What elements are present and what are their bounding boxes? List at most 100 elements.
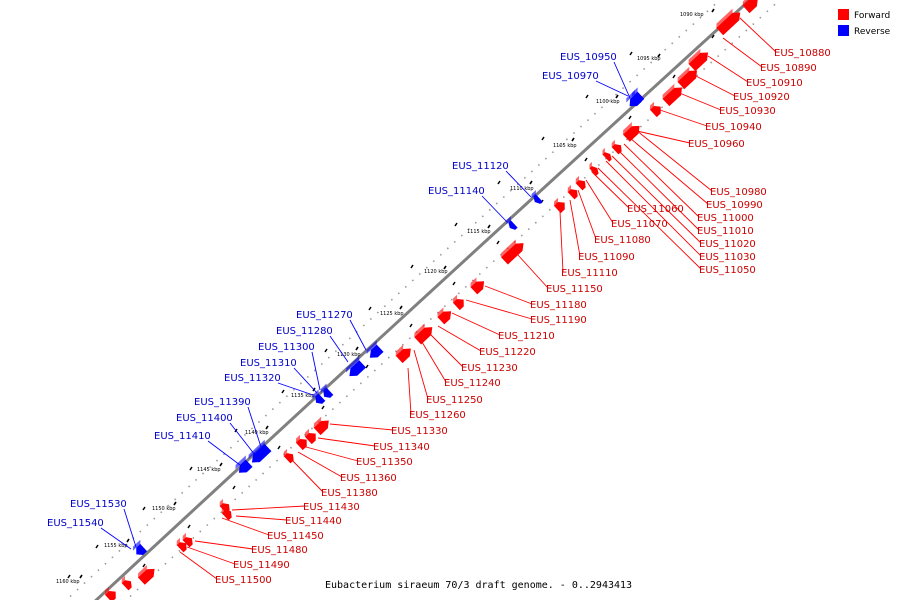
forward-gene [567,184,578,200]
forward-leader [597,167,702,270]
reverse-gene [366,340,384,358]
gene-top-face [742,0,751,6]
gene-top-face [649,101,655,110]
feature-tick [189,466,193,471]
forward-leader [611,155,702,244]
tick-mark [615,94,619,99]
gene-top-face [320,383,327,394]
forward-leader [407,367,412,415]
forward-leader [465,299,533,320]
feature-tick [497,180,501,185]
forward-gene [138,565,155,585]
gene-body [176,542,187,553]
gene-body [104,591,116,600]
backbone-line [94,0,753,600]
genome-caption: Eubacterium siraeum 70/3 draft genome. -… [325,580,632,591]
reverse-gene-label: EUS_11530 [70,499,127,510]
forward-leader [722,37,763,68]
forward-leader [317,437,376,447]
gene-body [414,327,433,345]
gene-body [501,243,524,265]
gene-body [323,387,334,398]
forward-gene [470,277,485,295]
forward-gene [437,307,452,325]
reverse-leader [123,508,137,548]
tick-mark [355,346,359,351]
forward-gene [575,175,586,191]
forward-gene-label: EUS_11450 [267,531,324,542]
feature-tick [711,34,715,39]
feature-tick [410,264,414,269]
forward-gene-label: EUS_11220 [479,347,536,358]
forward-gene-label: EUS_11000 [697,213,754,224]
reverse-gene-label: EUS_10950 [560,52,617,63]
feature-tick [187,524,191,529]
feature-tick [324,348,328,353]
tick-mark [79,574,83,579]
forward-leader [517,254,549,289]
feature-tick [67,574,71,579]
forward-leader [329,423,394,431]
leader-lines [100,17,777,580]
forward-gene-label: EUS_11050 [699,265,756,276]
reverse-leader [100,527,132,550]
gene-body [182,537,193,548]
tick-label: 1105 kbp [553,143,577,149]
tick-mark [126,538,130,543]
reverse-leader [481,195,508,223]
reverse-leader [207,440,241,466]
forward-leader [636,130,691,144]
forward-gene-label: EUS_11330 [391,426,448,437]
forward-gene [662,83,683,107]
tick-mark [399,305,403,310]
gene-body [349,360,366,377]
forward-gene [611,139,622,155]
forward-gene [623,122,640,142]
forward-gene [121,575,132,591]
forward-gene-label: EUS_11490 [233,560,290,571]
tick-label: 1110 kbp [510,186,534,192]
feature-tick [321,405,325,410]
tick-mark [657,53,661,58]
gene-top-face [506,216,511,225]
gene-top-face [121,575,126,584]
forward-leader [231,505,306,511]
forward-gene-label: EUS_11360 [340,473,397,484]
gene-top-face [575,175,580,184]
reverse-gene-label: EUS_11410 [154,431,211,442]
reverse-leader [247,406,263,451]
forward-gene-label: EUS_10910 [746,78,803,89]
forward-gene-label: EUS_11340 [373,442,430,453]
gene-body [315,393,326,404]
tick-label: 1150 kbp [152,506,176,512]
feature-tick [409,323,413,328]
gene-body [369,344,384,358]
gene-top-face [104,586,110,595]
reverse-gene [346,355,366,377]
gene-body [221,510,232,521]
gene-top-face [313,416,322,428]
forward-gene-label: EUS_11230 [461,363,518,374]
gene-top-face [677,66,690,82]
gene-top-face [662,83,675,99]
forward-gene-label: EUS_10930 [719,106,776,117]
reverse-gene [631,87,645,102]
reverse-leader [229,422,256,456]
legend-forward-label: Forward [854,11,890,21]
gene-body [716,12,741,36]
forward-leader [186,546,236,565]
forward-gene-label: EUS_11210 [498,331,555,342]
gene-top-face [452,294,458,303]
kbp-ticks: 1090 kbp 1095 kbp 1100 kbp 1105 kbp 1110 kbp… [56,8,715,585]
gene-top-face [283,448,288,457]
gene-body [602,152,612,162]
gene-top-face [414,323,425,338]
forward-gene-label: EUS_11070 [611,219,668,230]
feature-tick [629,51,633,56]
forward-gene-label: EUS_11480 [251,545,308,556]
feature-tick [232,485,236,490]
forward-leader [635,129,713,192]
feature-tick [142,506,146,511]
legend: Forward Reverse [838,9,891,37]
